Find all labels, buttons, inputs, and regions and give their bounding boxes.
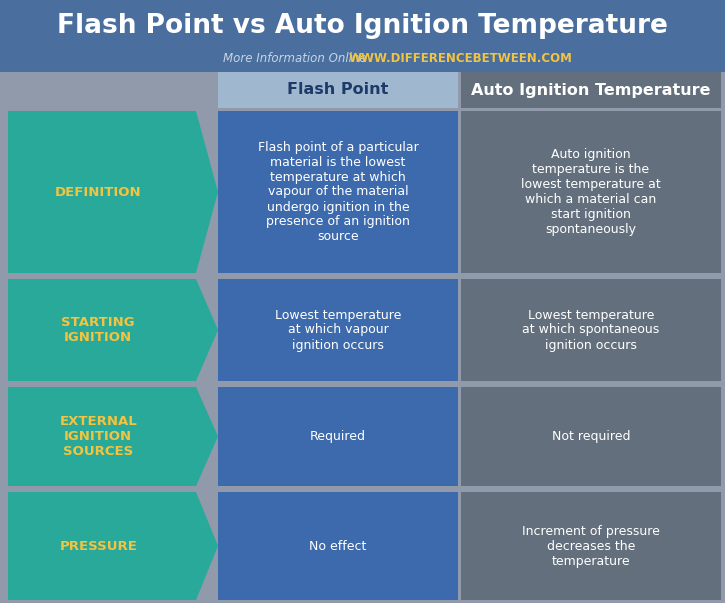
FancyBboxPatch shape bbox=[218, 279, 458, 381]
Text: Flash Point vs Auto Ignition Temperature: Flash Point vs Auto Ignition Temperature bbox=[57, 13, 668, 39]
Text: STARTING
IGNITION: STARTING IGNITION bbox=[62, 316, 135, 344]
Text: Auto Ignition Temperature: Auto Ignition Temperature bbox=[471, 83, 710, 98]
Text: More Information Online: More Information Online bbox=[223, 52, 366, 66]
Text: DEFINITION: DEFINITION bbox=[55, 186, 141, 198]
Text: Lowest temperature
at which spontaneous
ignition occurs: Lowest temperature at which spontaneous … bbox=[523, 309, 660, 352]
FancyBboxPatch shape bbox=[461, 279, 721, 381]
FancyBboxPatch shape bbox=[461, 492, 721, 600]
Polygon shape bbox=[8, 111, 218, 273]
Text: Increment of pressure
decreases the
temperature: Increment of pressure decreases the temp… bbox=[522, 525, 660, 567]
FancyBboxPatch shape bbox=[218, 387, 458, 486]
Text: EXTERNAL
IGNITION
SOURCES: EXTERNAL IGNITION SOURCES bbox=[59, 415, 137, 458]
Text: WWW.DIFFERENCEBETWEEN.COM: WWW.DIFFERENCEBETWEEN.COM bbox=[349, 52, 573, 66]
Text: Flash point of a particular
material is the lowest
temperature at which
vapour o: Flash point of a particular material is … bbox=[257, 140, 418, 244]
Text: Not required: Not required bbox=[552, 430, 630, 443]
Text: Required: Required bbox=[310, 430, 366, 443]
Polygon shape bbox=[8, 279, 218, 381]
FancyBboxPatch shape bbox=[461, 387, 721, 486]
FancyBboxPatch shape bbox=[218, 492, 458, 600]
Text: Flash Point: Flash Point bbox=[287, 83, 389, 98]
Polygon shape bbox=[8, 387, 218, 486]
Text: Auto ignition
temperature is the
lowest temperature at
which a material can
star: Auto ignition temperature is the lowest … bbox=[521, 148, 661, 236]
FancyBboxPatch shape bbox=[0, 0, 725, 72]
FancyBboxPatch shape bbox=[218, 72, 458, 108]
Text: PRESSURE: PRESSURE bbox=[59, 540, 137, 552]
FancyBboxPatch shape bbox=[218, 111, 458, 273]
Text: Lowest temperature
at which vapour
ignition occurs: Lowest temperature at which vapour ignit… bbox=[275, 309, 401, 352]
FancyBboxPatch shape bbox=[461, 111, 721, 273]
Text: No effect: No effect bbox=[310, 540, 367, 552]
FancyBboxPatch shape bbox=[461, 72, 721, 108]
Polygon shape bbox=[8, 492, 218, 600]
